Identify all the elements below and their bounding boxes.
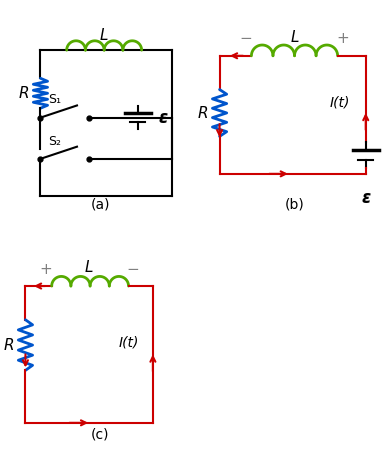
Text: −: − — [239, 31, 252, 46]
Text: I(t): I(t) — [118, 335, 139, 349]
Text: +: + — [337, 31, 350, 46]
Text: (c): (c) — [91, 428, 109, 442]
Text: ε: ε — [158, 109, 168, 127]
Text: −: − — [126, 262, 139, 277]
Text: R: R — [18, 86, 29, 101]
Text: R: R — [3, 339, 14, 353]
Text: L: L — [100, 28, 108, 43]
Text: I(t): I(t) — [329, 96, 350, 110]
Text: (a): (a) — [91, 197, 110, 211]
Text: ε: ε — [361, 189, 370, 207]
Text: R: R — [197, 106, 208, 122]
Text: (b): (b) — [285, 197, 305, 211]
Text: L: L — [290, 29, 299, 44]
Text: S₁: S₁ — [48, 93, 61, 106]
Text: S₂: S₂ — [48, 135, 61, 148]
Text: +: + — [40, 262, 52, 277]
Text: L: L — [85, 260, 93, 275]
